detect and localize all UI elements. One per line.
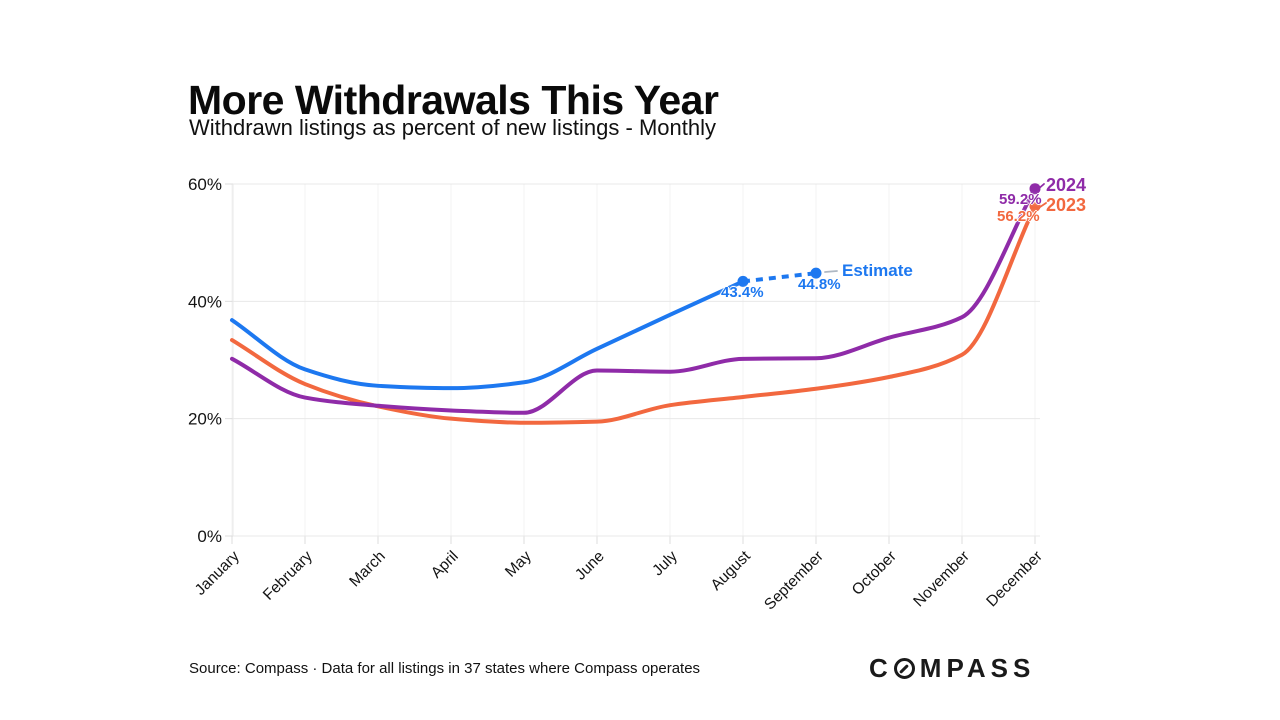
x-tick-label-august: August bbox=[708, 547, 755, 594]
x-tick-label-december: December bbox=[983, 548, 1046, 611]
september-value-label: 44.8% bbox=[798, 276, 841, 293]
x-tick-label-november: November bbox=[910, 548, 973, 611]
x-tick-label-may: May bbox=[502, 548, 535, 581]
label-leader-mark bbox=[1028, 191, 1036, 199]
data-point-december-2023 bbox=[1029, 200, 1041, 212]
data-point-august bbox=[737, 275, 749, 287]
x-tick-label-july: July bbox=[649, 548, 681, 580]
december-2023-value-label: 56.2% bbox=[997, 208, 1040, 225]
y-tick-label: 60% bbox=[188, 175, 222, 194]
page-title: More Withdrawals This Year bbox=[188, 77, 719, 124]
chart-subtitle: Withdrawn listings as percent of new lis… bbox=[189, 115, 716, 140]
series-line-2023 bbox=[230, 204, 1037, 425]
august-value-label: 43.4% bbox=[721, 284, 764, 301]
y-tick-label: 20% bbox=[188, 410, 222, 429]
x-tick-label-september: September bbox=[761, 548, 827, 614]
label-leader-mark bbox=[1036, 183, 1045, 191]
data-point-december-2024 bbox=[1029, 183, 1041, 195]
data-point-september-estimate bbox=[810, 267, 822, 279]
label-leader-mark bbox=[1039, 202, 1047, 208]
compass-logo: C MPASS bbox=[869, 653, 1035, 684]
x-tick-label-march: March bbox=[346, 548, 388, 590]
estimate-label: Estimate bbox=[842, 261, 913, 280]
y-tick-label: 0% bbox=[197, 527, 222, 546]
series-line-current-year bbox=[230, 279, 745, 391]
series-2023-label: 2023 bbox=[1046, 195, 1087, 215]
compass-needle-icon bbox=[899, 663, 910, 674]
logo-letters-mpass: MPASS bbox=[919, 653, 1036, 683]
series-2024-label: 2024 bbox=[1046, 175, 1087, 195]
december-2024-value-label: 59.2% bbox=[999, 191, 1042, 208]
x-tick-label-april: April bbox=[428, 548, 462, 582]
series-line-2024 bbox=[230, 186, 1037, 415]
label-leader-mark bbox=[1030, 207, 1038, 215]
logo-letter-c: C bbox=[869, 653, 893, 683]
x-tick-label-october: October bbox=[849, 548, 900, 599]
source-note: Source: Compass · Data for all listings … bbox=[189, 660, 701, 677]
y-tick-label: 40% bbox=[188, 292, 222, 311]
x-tick-label-february: February bbox=[260, 548, 316, 604]
label-leader-mark bbox=[824, 270, 838, 273]
compass-o-icon bbox=[893, 658, 915, 679]
x-tick-label-january: January bbox=[192, 548, 243, 599]
x-tick-label-june: June bbox=[572, 548, 608, 584]
